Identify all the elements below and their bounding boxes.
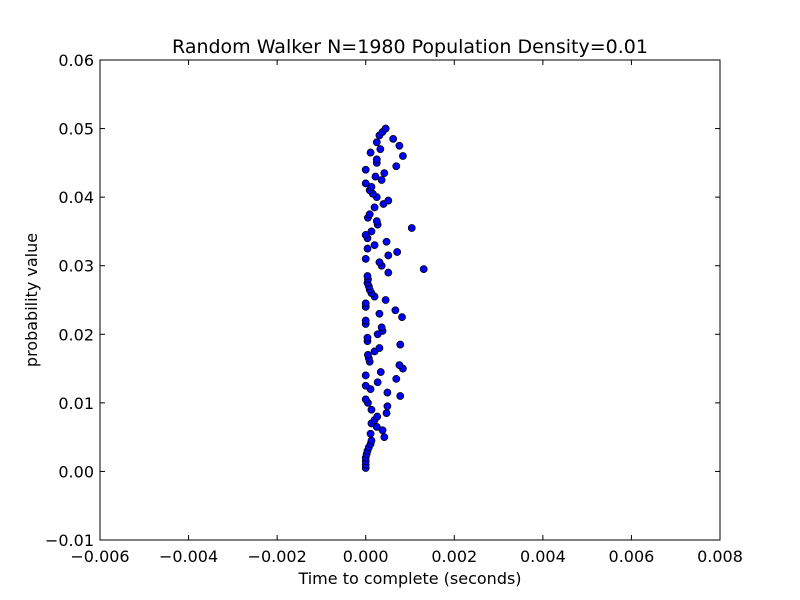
scatter-point <box>363 272 372 280</box>
scatter-point <box>384 268 393 277</box>
scatter-point <box>395 361 404 370</box>
scatter-point <box>381 124 390 133</box>
scatter-point <box>367 436 376 445</box>
scatter-point <box>361 179 370 188</box>
scatter-point <box>372 155 381 164</box>
scatter-point <box>361 395 370 404</box>
scatter-point <box>396 340 405 349</box>
scatter-point <box>382 409 391 418</box>
scatter-point <box>378 426 387 435</box>
scatter-point <box>365 210 374 219</box>
scatter-point <box>383 388 392 397</box>
scatter-point <box>371 172 380 181</box>
scatter-point <box>361 316 370 325</box>
scatter-point <box>367 182 376 191</box>
scatter-point <box>377 176 386 184</box>
scatter-point <box>376 368 385 376</box>
x-tick-label: 0.000 <box>343 547 389 566</box>
scatter-point <box>392 162 401 171</box>
y-tick-label: 0.02 <box>58 325 94 344</box>
scatter-point <box>398 313 406 322</box>
scatter-point <box>366 148 375 157</box>
y-tick-label: −0.01 <box>45 531 94 550</box>
scatter-point <box>380 169 389 178</box>
data-points <box>361 124 428 472</box>
scatter-point <box>384 196 393 205</box>
chart-title: Random Walker N=1980 Population Density=… <box>172 36 648 58</box>
scatter-point <box>361 254 370 263</box>
scatter-point <box>361 165 370 174</box>
scatter-point <box>389 134 398 143</box>
x-axis-label: Time to complete (seconds) <box>297 569 521 588</box>
scatter-point <box>361 371 370 380</box>
scatter-point <box>393 248 402 256</box>
scatter-point <box>395 141 404 150</box>
scatter-point <box>361 230 370 239</box>
scatter-point <box>399 152 407 160</box>
scatter-point <box>377 323 386 332</box>
x-tick-label: 0.002 <box>431 547 477 566</box>
scatter-point <box>363 333 372 342</box>
y-tick-label: 0.04 <box>58 188 94 207</box>
scatter-point <box>373 378 382 387</box>
scatter-point <box>372 138 381 147</box>
scatter-point <box>375 344 384 352</box>
scatter-point <box>361 381 370 390</box>
scatter-point <box>391 306 400 315</box>
y-tick-label: 0.05 <box>58 120 94 139</box>
scatter-point <box>419 265 428 274</box>
scatter-point <box>373 412 382 421</box>
scatter-point <box>370 241 379 250</box>
x-tick-label: −0.002 <box>248 547 307 566</box>
scatter-point <box>392 374 401 383</box>
x-tick-label: −0.004 <box>159 547 218 566</box>
scatter-point <box>382 237 391 246</box>
scatter-point <box>375 309 384 318</box>
scatter-point <box>363 244 372 253</box>
scatter-point <box>376 145 385 154</box>
scatter-point <box>384 251 393 260</box>
scatter-point <box>380 433 389 442</box>
scatter-point <box>375 258 384 267</box>
x-tick-label: 0.004 <box>520 547 566 566</box>
tick-marks <box>99 59 721 541</box>
x-tick-label: 0.008 <box>697 547 743 566</box>
scatter-point <box>381 296 390 304</box>
y-tick-label: 0.01 <box>58 394 94 413</box>
scatter-point <box>407 224 416 232</box>
x-tick-label: 0.006 <box>609 547 655 566</box>
y-tick-label: 0.03 <box>58 257 94 276</box>
y-axis-label: probability value <box>22 233 41 367</box>
scatter-point <box>367 405 376 414</box>
y-tick-label: 0.00 <box>58 462 94 481</box>
y-tick-label: 0.06 <box>58 51 94 70</box>
scatter-point <box>364 350 372 359</box>
scatter-point <box>383 402 392 411</box>
scatter-point <box>370 203 379 212</box>
scatter-point <box>366 429 375 438</box>
tick-labels: −0.006 −0.004 −0.002 0.000 0.002 0.004 0.006 0.… <box>45 51 743 566</box>
scatter-point <box>361 299 370 308</box>
x-tick-label: −0.006 <box>70 547 129 566</box>
scatter-point <box>367 227 376 236</box>
scatter-point <box>396 392 405 400</box>
plot-frame <box>99 59 721 541</box>
scatter-point <box>372 217 381 226</box>
